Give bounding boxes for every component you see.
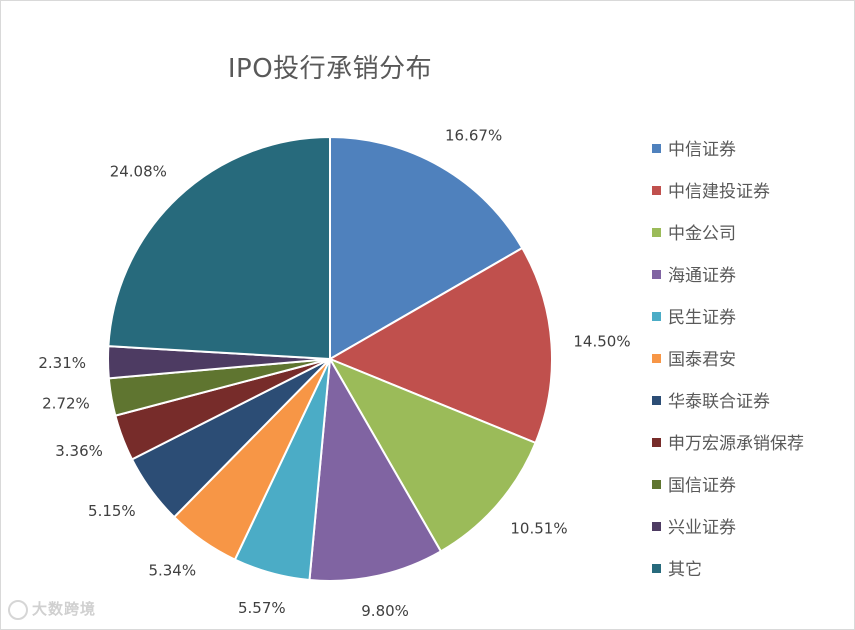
watermark-logo-icon [8,600,28,620]
data-label-10: 2.31% [38,354,86,372]
watermark-text: 大数跨境 [32,600,96,618]
legend-label-1: 中信证券 [668,140,736,160]
data-label-5: 5.57% [238,599,286,617]
legend-label-4: 海通证券 [668,266,736,286]
legend-label-9: 国信证券 [668,476,736,496]
data-label-11: 24.08% [110,162,167,180]
legend-swatch-7 [652,396,661,405]
data-label-4: 9.80% [361,602,409,620]
legend-swatch-6 [652,354,661,363]
legend-swatch-11 [652,564,661,573]
data-label-6: 5.34% [148,561,196,579]
legend-label-3: 中金公司 [668,224,736,244]
legend-swatch-2 [652,186,661,195]
legend-label-11: 其它 [668,560,702,580]
watermark: 大数跨境 [8,598,96,620]
pie-slices [108,137,552,581]
legend-swatch-4 [652,270,661,279]
data-label-9: 2.72% [42,394,90,412]
legend-swatch-8 [652,438,661,447]
legend-swatch-5 [652,312,661,321]
legend-label-7: 华泰联合证券 [668,392,770,412]
legend: 中信证券中信建投证券中金公司海通证券民生证券国泰君安华泰联合证券申万宏源承销保荐… [652,140,804,580]
data-label-7: 5.15% [88,502,136,520]
legend-label-5: 民生证券 [668,308,736,328]
legend-label-10: 兴业证券 [668,518,736,538]
legend-swatch-9 [652,480,661,489]
legend-label-2: 中信建投证券 [668,182,770,202]
data-label-8: 3.36% [55,442,103,460]
legend-swatch-10 [652,522,661,531]
legend-label-8: 申万宏源承销保荐 [668,434,804,454]
legend-swatch-1 [652,144,661,153]
data-label-2: 14.50% [573,333,630,351]
legend-swatch-3 [652,228,661,237]
data-label-3: 10.51% [510,520,567,538]
legend-label-6: 国泰君安 [668,350,736,370]
data-label-1: 16.67% [445,127,502,145]
